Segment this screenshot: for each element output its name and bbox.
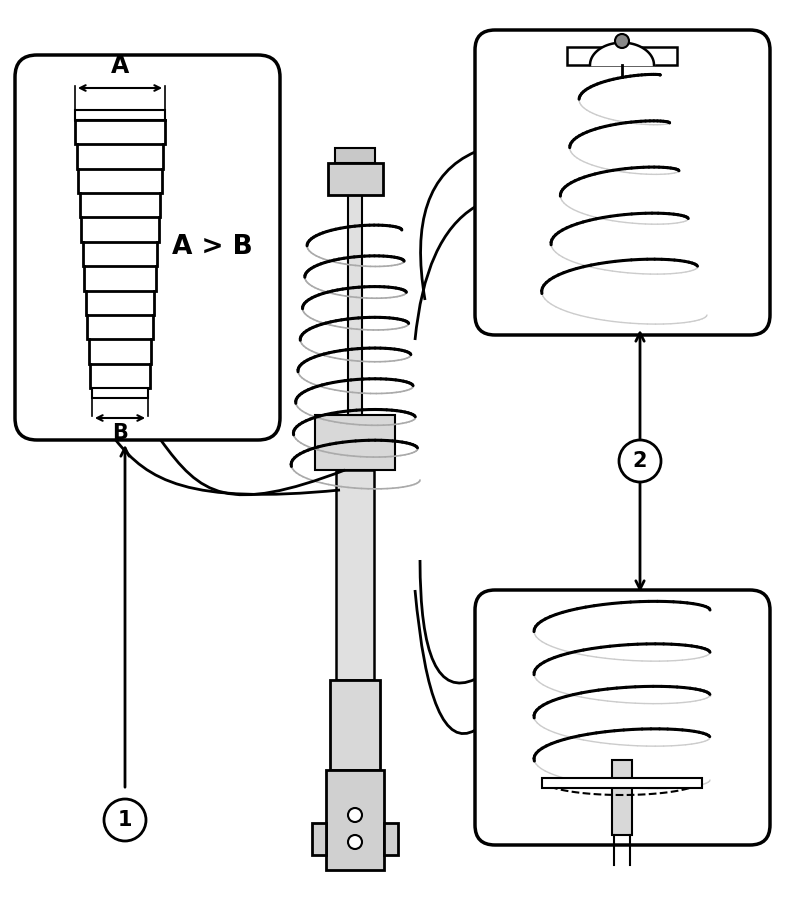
Circle shape [348, 808, 362, 822]
Bar [336, 470, 374, 680]
Text: B: B [112, 423, 128, 443]
Bar [326, 770, 384, 870]
Bar [348, 165, 362, 415]
Bar [612, 760, 632, 835]
Bar [567, 47, 677, 65]
FancyBboxPatch shape [475, 590, 770, 845]
FancyBboxPatch shape [15, 55, 280, 440]
Bar [315, 415, 395, 470]
Bar [312, 823, 326, 855]
Text: A > B: A > B [172, 235, 252, 261]
Circle shape [348, 835, 362, 849]
Circle shape [615, 34, 629, 48]
Bar [542, 778, 702, 788]
Bar [75, 110, 165, 120]
Bar [330, 680, 380, 770]
Text: 1: 1 [118, 810, 132, 830]
Circle shape [619, 440, 661, 482]
Bar [92, 388, 148, 398]
Bar [335, 148, 375, 163]
FancyBboxPatch shape [475, 30, 770, 335]
Text: A: A [111, 54, 129, 78]
Circle shape [104, 799, 146, 841]
Bar [384, 823, 398, 855]
Text: 2: 2 [633, 451, 647, 471]
Bar [328, 163, 383, 195]
